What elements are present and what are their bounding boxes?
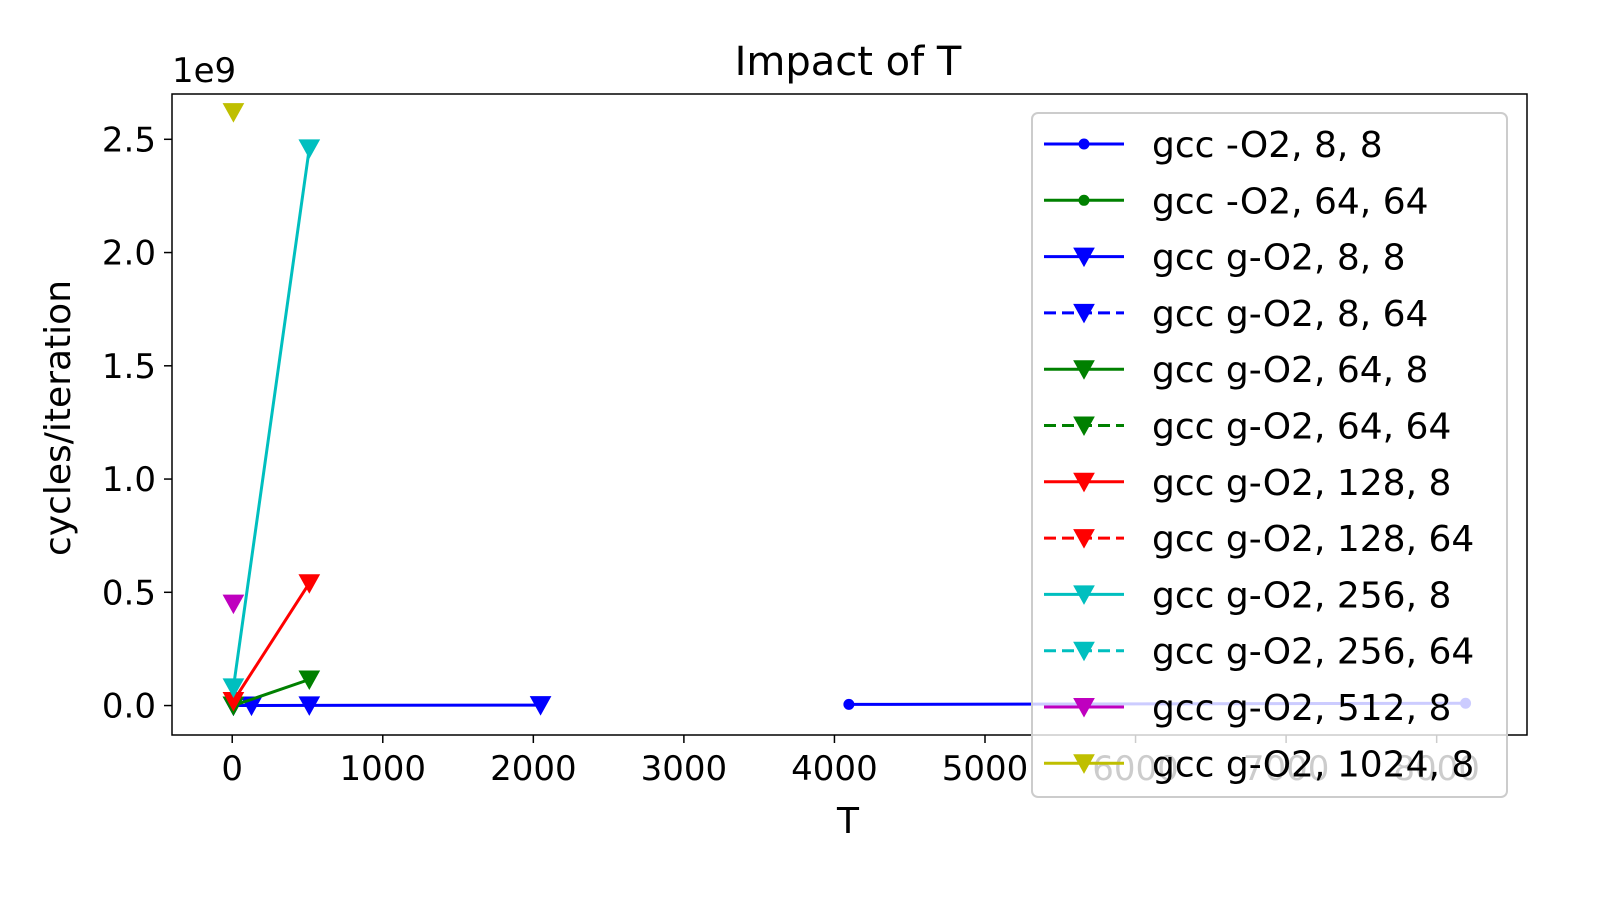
legend-marker	[1073, 303, 1095, 324]
legend-marker	[1073, 416, 1095, 437]
legend-label: gcc g-O2, 128, 64	[1152, 519, 1474, 560]
legend-marker	[1073, 585, 1095, 605]
series-gcc-g-o2-8-8-point	[529, 696, 552, 716]
y-tick-label: 1.5	[102, 347, 156, 387]
legend-marker	[1073, 698, 1095, 718]
plot-area: 0100020003000400050006000700080000.00.51…	[102, 93, 1528, 789]
chart-title: Impact of T	[735, 39, 962, 85]
legend-marker	[1078, 138, 1090, 150]
y-axis-title: cycles/iteration	[38, 280, 79, 556]
series-gcc-g-o2-128-8-line	[232, 582, 311, 702]
plot-frame	[171, 93, 1528, 736]
x-tick-label: 3000	[641, 749, 728, 789]
x-tick-label: 4000	[791, 749, 878, 789]
series-gcc-g-o2-512-8-point	[222, 594, 245, 615]
x-tick-label: 1000	[340, 749, 427, 789]
legend-marker	[1073, 641, 1095, 662]
legend-label: gcc -O2, 64, 64	[1152, 181, 1429, 222]
legend-label: gcc g-O2, 256, 8	[1152, 575, 1451, 616]
legend-marker	[1073, 529, 1095, 549]
legend-marker	[1078, 194, 1090, 206]
legend-box	[1031, 112, 1508, 798]
y-tick-label: 0.0	[102, 687, 156, 727]
y-tick-label: 1.0	[102, 460, 156, 500]
series-gcc-g-o2-64-8-line	[232, 678, 310, 707]
legend-label: gcc -O2, 8, 8	[1152, 125, 1383, 166]
series-gcc-g-o2-8-8-point	[298, 696, 321, 716]
legend-label: gcc g-O2, 1024, 8	[1152, 744, 1474, 785]
legend-marker	[1073, 360, 1095, 380]
y-tick-label: 2.5	[102, 120, 156, 160]
series-gcc-o2-8-8-point	[843, 698, 855, 710]
legend-label: gcc g-O2, 512, 8	[1152, 688, 1451, 729]
legend-label: gcc g-O2, 64, 64	[1152, 407, 1451, 448]
y-tick-label: 0.5	[102, 573, 156, 613]
legend-marker	[1073, 247, 1095, 268]
x-tick-label: 2000	[490, 749, 577, 789]
legend-label: gcc g-O2, 8, 8	[1152, 238, 1406, 279]
x-axis-title: T	[836, 801, 860, 842]
legend-label: gcc g-O2, 8, 64	[1152, 294, 1428, 335]
legend: gcc -O2, 8, 8 gcc -O2, 64, 64 gcc g-O2, 8,…	[1031, 112, 1508, 798]
y-offset-label: 1e9	[172, 51, 236, 91]
x-tick-label: 5000	[942, 749, 1029, 789]
legend-marker	[1073, 754, 1095, 774]
series-gcc-g-o2-256-8-point	[222, 678, 245, 698]
series-gcc-g-o2-128-8-point	[298, 574, 321, 594]
legend-label: gcc g-O2, 64, 8	[1152, 350, 1428, 391]
legend-label: gcc g-O2, 128, 8	[1152, 463, 1451, 504]
x-tick-label: 0	[221, 749, 243, 789]
series-gcc-g-o2-64-8-point	[298, 670, 321, 691]
legend-marker	[1073, 472, 1095, 493]
y-tick-label: 2.0	[102, 234, 156, 274]
series-gcc-g-o2-256-8-point	[298, 139, 321, 159]
series-gcc-g-o2-256-8-line	[231, 148, 311, 688]
legend-label: gcc g-O2, 256, 64	[1152, 632, 1474, 673]
series-gcc-g-o2-1024-8-point	[222, 103, 245, 123]
